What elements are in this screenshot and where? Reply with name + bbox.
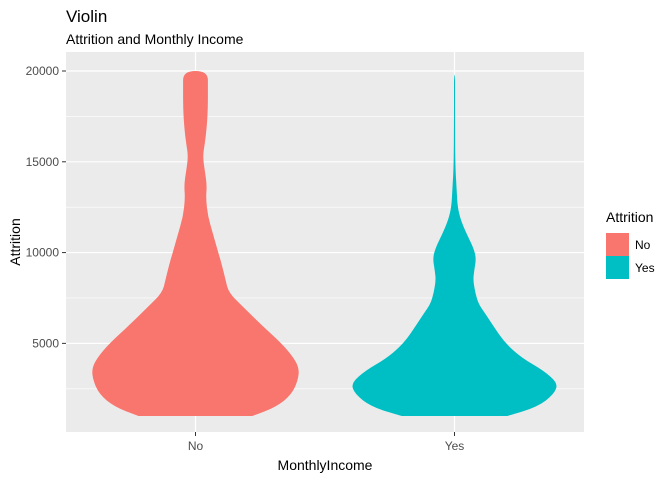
violin-yes xyxy=(352,74,557,416)
violin-no xyxy=(92,71,299,416)
legend-swatch-yes xyxy=(606,256,629,279)
chart-subtitle: Attrition and Monthly Income xyxy=(66,31,244,47)
y-tick-label: 15000 xyxy=(26,155,60,169)
legend: Attrition No Yes xyxy=(606,209,655,279)
legend-swatch-no xyxy=(606,233,629,256)
x-tick-label: No xyxy=(188,439,204,453)
y-axis-ticks: 5000 10000 15000 20000 xyxy=(26,64,66,350)
y-tick-label: 5000 xyxy=(32,336,59,350)
x-axis-label: MonthlyIncome xyxy=(278,457,373,473)
legend-title: Attrition xyxy=(606,209,653,225)
violins xyxy=(92,71,557,416)
chart-title: Violin xyxy=(66,7,107,26)
x-tick-label: Yes xyxy=(445,439,465,453)
legend-label-yes: Yes xyxy=(635,261,655,275)
y-axis-label: Attrition xyxy=(7,218,23,265)
y-tick-label: 10000 xyxy=(26,246,60,260)
y-tick-label: 20000 xyxy=(26,64,60,78)
legend-label-no: No xyxy=(635,238,651,252)
x-axis-ticks: No Yes xyxy=(188,432,464,453)
